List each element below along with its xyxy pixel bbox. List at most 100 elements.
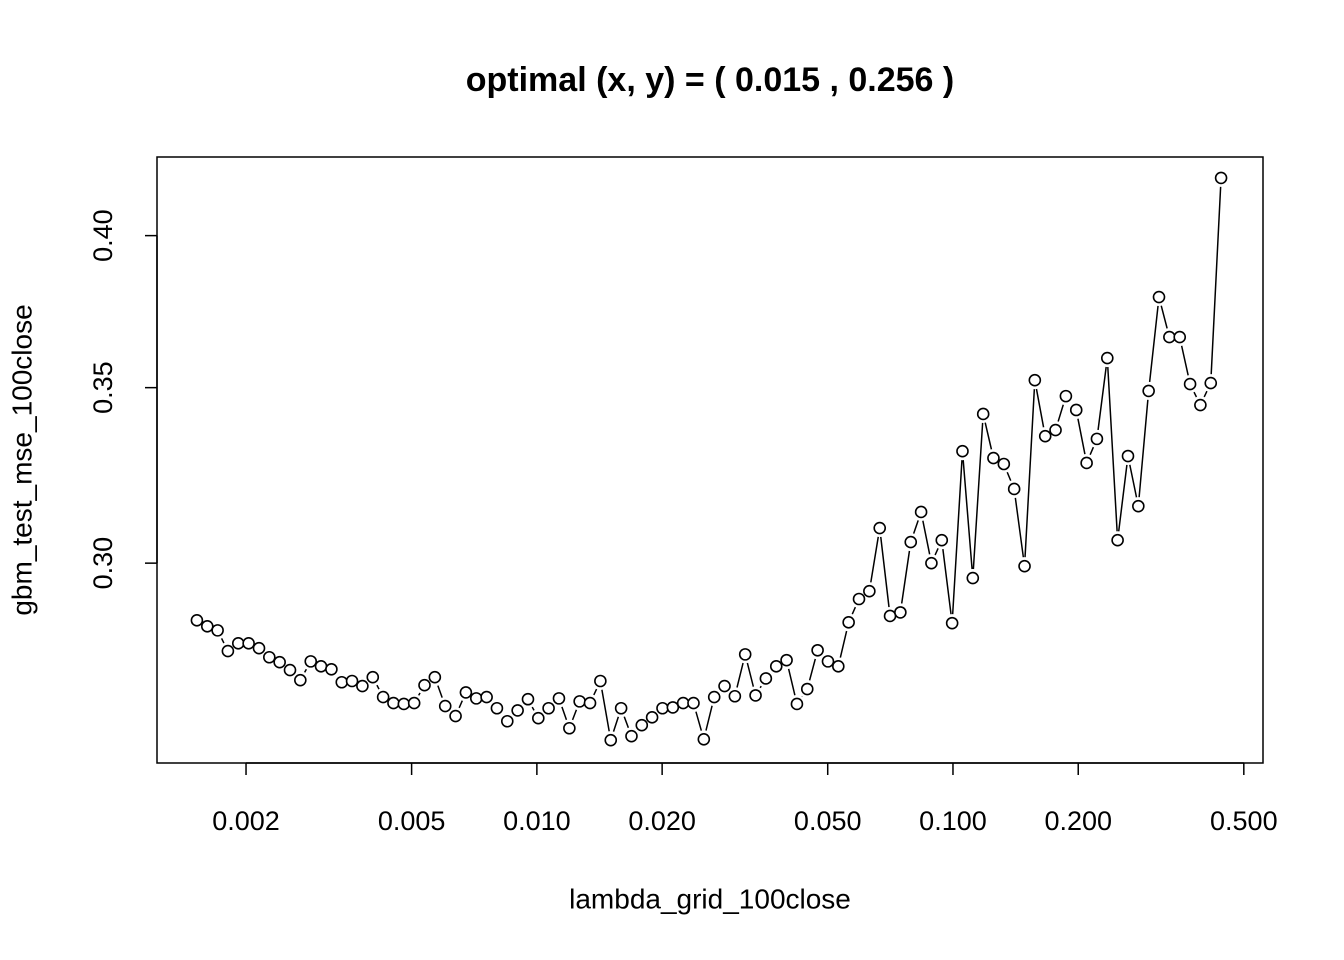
x-tick-label: 0.002	[212, 806, 280, 836]
x-tick-label: 0.050	[794, 806, 862, 836]
data-point	[966, 571, 980, 585]
x-axis-label: lambda_grid_100close	[569, 883, 851, 914]
data-point	[738, 648, 752, 661]
data-point	[1183, 377, 1197, 391]
data-point	[707, 690, 721, 704]
data-point	[945, 616, 959, 630]
x-tick-label: 0.010	[503, 806, 571, 836]
data-point	[676, 696, 690, 710]
data-point	[1214, 171, 1228, 185]
data-point	[252, 641, 266, 655]
data-point	[563, 721, 576, 735]
data-point	[645, 711, 659, 724]
data-point	[1080, 456, 1093, 470]
data-point	[1111, 533, 1124, 547]
data-point	[925, 556, 938, 570]
data-point	[335, 675, 349, 689]
data-point	[459, 686, 473, 699]
data-point	[1059, 389, 1073, 403]
data-point	[687, 696, 700, 710]
data-point	[376, 690, 390, 704]
data-point	[1018, 559, 1031, 573]
data-point	[883, 609, 897, 623]
x-tick-label: 0.200	[1044, 806, 1112, 836]
data-point	[428, 670, 442, 684]
data-point	[490, 701, 504, 715]
x-tick-label: 0.005	[378, 806, 446, 836]
data-point	[1090, 432, 1104, 446]
data-point	[583, 696, 597, 710]
data-point	[1194, 398, 1207, 412]
data-point	[718, 679, 731, 693]
data-point	[397, 697, 411, 711]
data-point	[904, 535, 918, 549]
data-point	[1132, 499, 1145, 513]
data-point	[480, 690, 493, 704]
data-point	[573, 695, 586, 708]
data-point	[221, 644, 235, 658]
data-point	[304, 655, 318, 668]
data-point	[842, 616, 855, 629]
data-point	[211, 624, 224, 637]
data-point	[366, 670, 380, 684]
data-point	[956, 444, 969, 458]
data-point	[614, 701, 628, 715]
y-axis-label: gbm_test_mse_100close	[6, 304, 37, 615]
data-point	[852, 592, 866, 606]
data-point	[521, 692, 535, 706]
data-point	[800, 682, 814, 696]
data-point	[263, 650, 276, 664]
data-point	[532, 711, 545, 725]
data-point	[387, 696, 400, 710]
data-point	[894, 606, 907, 619]
data-point	[345, 674, 359, 688]
data-point	[821, 655, 835, 668]
data-point	[832, 660, 845, 673]
data-point	[1163, 330, 1176, 344]
data-point	[231, 637, 245, 650]
data-point	[407, 696, 421, 710]
data-point	[190, 614, 204, 627]
data-point	[294, 673, 307, 687]
data-point	[780, 653, 793, 667]
chart-title: optimal (x, y) = ( 0.015 , 0.256 )	[466, 61, 954, 99]
data-point	[1121, 449, 1135, 463]
data-point	[511, 704, 524, 717]
x-tick-label: 0.500	[1210, 806, 1278, 836]
data-point	[811, 643, 824, 657]
data-point	[449, 709, 462, 723]
data-point	[728, 689, 742, 703]
data-point	[697, 732, 711, 746]
data-point	[635, 718, 649, 732]
y-tick-label: 0.35	[88, 361, 118, 414]
data-point	[469, 692, 483, 705]
data-point	[552, 692, 566, 705]
data-point	[604, 733, 618, 747]
data-point	[666, 701, 680, 714]
data-point	[987, 451, 1000, 465]
data-point	[200, 620, 214, 633]
data-line	[196, 177, 1222, 743]
data-point	[656, 701, 669, 715]
data-point	[1028, 373, 1042, 387]
data-point	[759, 672, 773, 685]
data-point	[1204, 376, 1218, 390]
y-tick-label: 0.40	[88, 209, 118, 262]
data-point	[1152, 290, 1166, 304]
data-point	[873, 521, 887, 535]
data-point	[1142, 384, 1155, 398]
data-point	[769, 660, 783, 673]
data-point	[314, 660, 328, 673]
data-point	[1049, 423, 1062, 437]
y-tick-label: 0.30	[88, 537, 118, 590]
data-point	[1100, 351, 1114, 365]
data-point	[273, 655, 286, 669]
x-tick-label: 0.020	[628, 806, 696, 836]
data-point	[500, 714, 514, 728]
data-point	[418, 678, 431, 692]
data-point	[914, 505, 928, 519]
data-point	[935, 533, 949, 547]
data-point	[749, 689, 762, 702]
data-point	[625, 729, 638, 743]
